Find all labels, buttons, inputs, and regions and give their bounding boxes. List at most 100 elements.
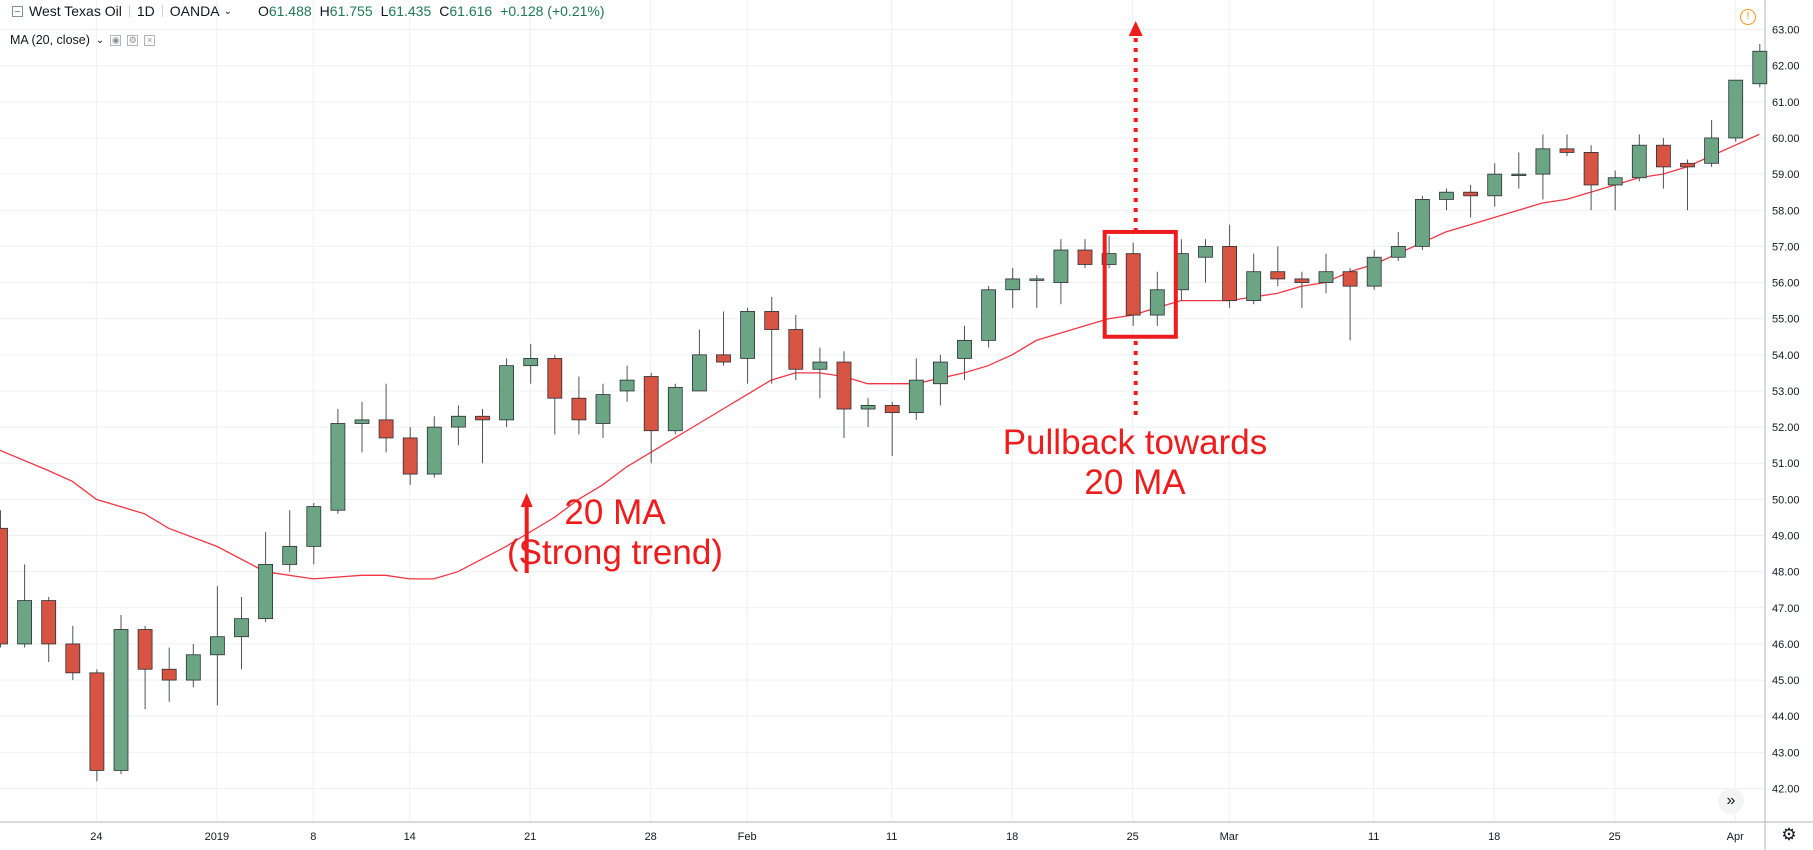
price-axis-tick-label: 59.00 xyxy=(1772,169,1800,181)
candle-down xyxy=(1342,271,1358,287)
warning-circle-icon[interactable]: ! xyxy=(1740,9,1756,25)
candle-down xyxy=(402,437,418,475)
exchange-label: OANDA xyxy=(169,3,220,19)
candle-up xyxy=(426,426,442,475)
candle-down xyxy=(1656,144,1671,168)
candle-up xyxy=(1415,199,1430,247)
double-chevron-right-icon[interactable]: » xyxy=(1718,788,1744,814)
low-value: 61.435 xyxy=(388,3,432,19)
candle-up xyxy=(1535,148,1551,175)
price-axis-tick-label: 58.00 xyxy=(1772,205,1800,217)
symbol-name: West Texas Oil xyxy=(29,3,122,19)
candle-down xyxy=(764,311,780,330)
trend-annotation: 20 MA (Strong trend) xyxy=(420,493,810,573)
trend-arrow-head xyxy=(520,493,533,507)
gear-icon[interactable]: ⚙ xyxy=(1781,825,1797,844)
candle-down xyxy=(547,358,563,399)
price-axis-tick-label: 61.00 xyxy=(1772,97,1800,109)
chart-legend-header: West Texas Oil 1D OANDA ⌄ O61.488 H61.75… xyxy=(0,0,605,22)
candle-up xyxy=(1390,245,1406,258)
time-axis-tick-label: 14 xyxy=(404,831,416,843)
candle-down xyxy=(1680,162,1695,168)
candle-up xyxy=(1511,173,1527,177)
time-axis-tick-label: 28 xyxy=(645,831,657,843)
interval-label: 1D xyxy=(136,3,155,19)
time-axis-tick-label: 25 xyxy=(1127,831,1139,843)
candle-up xyxy=(1318,271,1334,283)
pullback-annotation: Pullback towards 20 MA xyxy=(935,423,1335,503)
open-value: 61.488 xyxy=(268,3,312,19)
change-value: +0.128 (+0.21%) xyxy=(500,3,605,19)
time-axis-tick-label: 8 xyxy=(310,831,316,843)
candle-down xyxy=(1125,253,1141,316)
candle-down xyxy=(1270,271,1286,280)
candle-up xyxy=(1101,253,1117,265)
candle-up xyxy=(185,654,201,681)
price-axis-tick-label: 50.00 xyxy=(1772,494,1800,506)
candle-down xyxy=(137,629,153,670)
candle-up xyxy=(1704,137,1719,164)
collapse-legend-icon[interactable] xyxy=(12,5,23,17)
candle-up xyxy=(740,311,755,359)
candle-up xyxy=(1149,289,1165,316)
candle-up xyxy=(933,361,948,385)
candle-down xyxy=(475,415,490,421)
candle-down xyxy=(836,361,852,410)
candle-up xyxy=(981,289,996,341)
price-axis-tick-label: 42.00 xyxy=(1772,784,1800,796)
ma20-line xyxy=(0,133,1760,580)
candle-down xyxy=(788,329,804,370)
candle-up xyxy=(282,545,298,565)
price-axis-tick-label: 47.00 xyxy=(1772,603,1800,615)
ohlc-values: O61.488 H61.755 L61.435 C61.616 +0.128 (… xyxy=(257,3,605,19)
candle-down xyxy=(1463,191,1478,197)
symbol-selector[interactable]: West Texas Oil 1D OANDA ⌄ xyxy=(29,3,232,19)
candle-up xyxy=(595,394,611,424)
candle-up xyxy=(209,636,225,656)
candle-up xyxy=(1366,256,1382,287)
candle-up xyxy=(499,365,515,421)
candle-down xyxy=(1294,278,1310,283)
candle-up xyxy=(812,361,828,370)
candle-down xyxy=(884,405,900,414)
candle-up xyxy=(1029,278,1045,281)
candle-down xyxy=(716,354,731,363)
chevron-down-icon[interactable]: ⌄ xyxy=(223,5,232,17)
trend-annotation-line-1: 20 MA xyxy=(564,493,666,532)
candle-up xyxy=(957,339,972,359)
candle-up xyxy=(1198,245,1213,258)
indicator-legend[interactable]: MA (20, close) ⌄ ◉ ⚙ × xyxy=(10,33,156,47)
chevron-down-icon[interactable]: ⌄ xyxy=(95,34,105,46)
time-axis-tick-label: 2019 xyxy=(205,831,229,843)
pullback-annotation-line-1: Pullback towards xyxy=(1002,423,1268,462)
eye-icon[interactable]: ◉ xyxy=(110,34,122,46)
settings-icon[interactable]: ⚙ xyxy=(127,34,139,46)
candle-up xyxy=(1005,278,1021,291)
candle-down xyxy=(0,527,8,645)
candle-up xyxy=(306,506,322,547)
candle-up xyxy=(234,618,249,638)
pullback-arrow-head xyxy=(1128,21,1143,36)
candle-up xyxy=(450,415,466,428)
price-axis-tick-label: 63.00 xyxy=(1772,25,1800,37)
candle-up xyxy=(1439,191,1454,200)
candle-down xyxy=(1583,152,1599,186)
candle-down xyxy=(1559,148,1575,153)
trend-annotation-line-2: (Strong trend) xyxy=(507,533,723,572)
price-axis-tick-label: 56.00 xyxy=(1772,278,1800,290)
indicator-label: MA (20, close) xyxy=(10,33,90,47)
pullback-highlight-box xyxy=(1102,229,1178,339)
candle-down xyxy=(643,376,659,432)
price-axis-tick-label: 57.00 xyxy=(1772,241,1800,253)
candle-up xyxy=(860,405,876,410)
candle-up xyxy=(113,629,129,771)
price-axis-tick-label: 49.00 xyxy=(1772,531,1800,543)
candle-down xyxy=(571,397,587,421)
close-icon[interactable]: × xyxy=(144,34,156,46)
candle-down xyxy=(1077,249,1093,265)
price-axis-tick-label: 48.00 xyxy=(1772,567,1800,579)
time-axis-tick-label: 25 xyxy=(1609,831,1621,843)
candle-up xyxy=(1728,79,1744,139)
